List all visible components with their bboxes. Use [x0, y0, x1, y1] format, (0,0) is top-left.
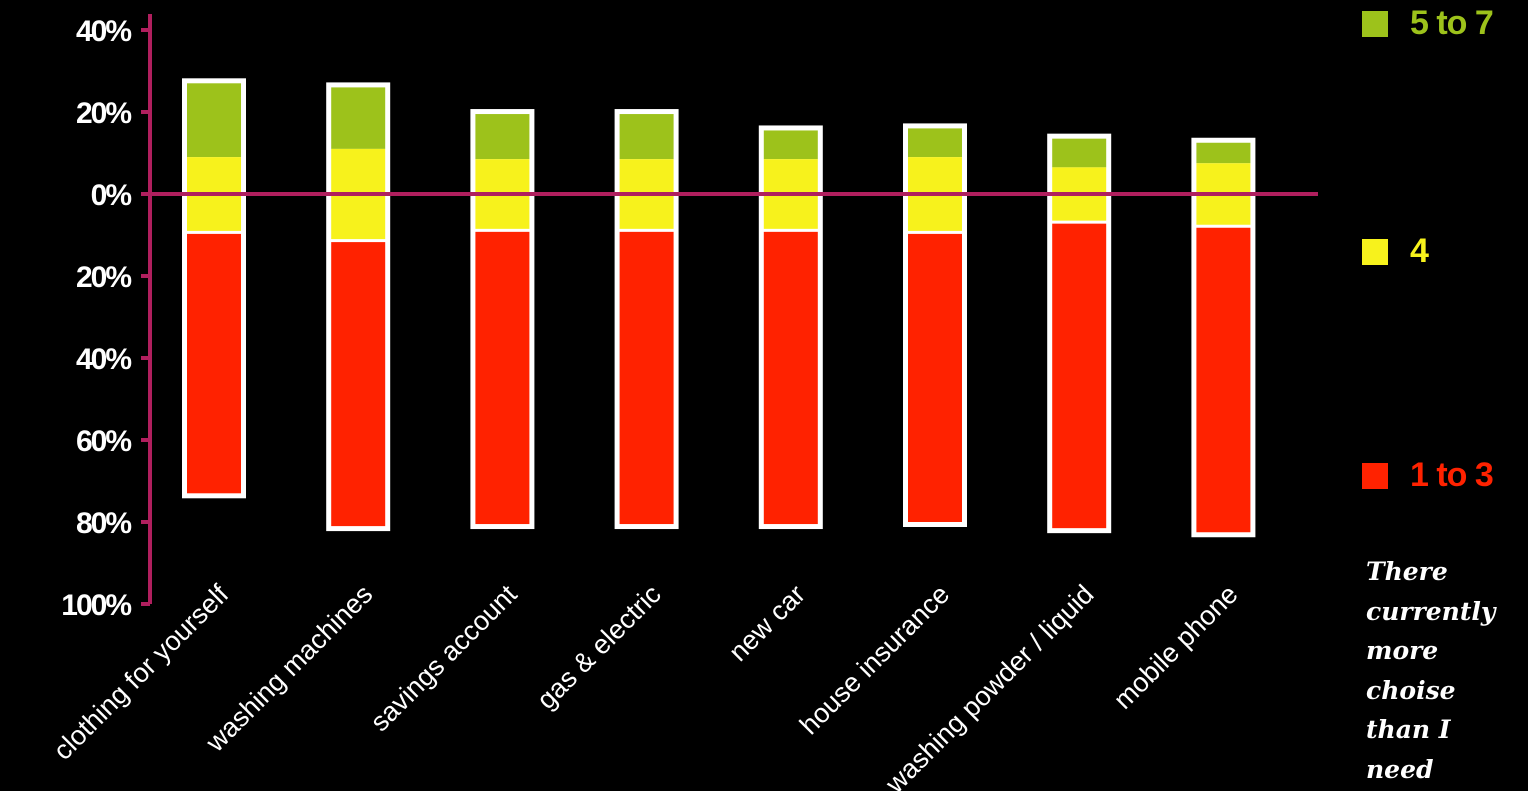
category-label: new car	[723, 579, 811, 667]
category-label: gas & electric	[531, 579, 667, 715]
bar-segment-1-to-3	[1196, 227, 1251, 533]
y-tick-label: 60%	[76, 425, 131, 458]
bar-segment-1-to-3	[908, 233, 962, 522]
legend-item-5-to-7: 5 to 7	[1362, 4, 1522, 43]
bar-segment-1-to-3	[619, 231, 674, 525]
legend-label-5-to-7: 5 to 7	[1410, 4, 1494, 42]
bar-segment-5-to-7	[763, 130, 818, 160]
bar-segment-1-to-3	[187, 233, 241, 494]
legend-swatch-4	[1362, 238, 1388, 265]
chart-annotation: There currently more choise than I need	[1366, 557, 1496, 784]
y-tick-label: 0%	[91, 179, 132, 212]
legend-item-4: 4	[1362, 232, 1522, 271]
bar-segment-5-to-7	[331, 87, 386, 149]
y-tick-label: 20%	[76, 97, 131, 130]
legend-swatch-1-to-3	[1362, 462, 1388, 489]
bar-segment-5-to-7	[619, 114, 674, 160]
y-tick-label: 20%	[76, 261, 131, 294]
bar-segment-5-to-7	[187, 83, 241, 158]
y-axis-group	[141, 14, 152, 606]
y-tick-label: 40%	[76, 343, 131, 376]
y-tick-label: 80%	[76, 507, 131, 540]
bar-segment-5-to-7	[475, 114, 530, 160]
bar-segment-5-to-7	[1052, 138, 1107, 168]
legend-label-1-to-3: 1 to 3	[1410, 456, 1494, 494]
y-tick-label: 100%	[61, 589, 131, 622]
category-label: savings account	[365, 579, 523, 737]
bar-segment-5-to-7	[908, 128, 962, 158]
legend-item-1-to-3: 1 to 3	[1362, 456, 1522, 495]
bar-segment-1-to-3	[763, 231, 818, 525]
y-tick-labels: 40% 20% 0% 20% 40% 60% 80% 100%	[61, 15, 133, 622]
bar-segment-1-to-3	[1052, 223, 1107, 529]
bar-segment-5-to-7	[1196, 142, 1251, 164]
category-label: mobile phone	[1108, 579, 1244, 715]
bars-group	[182, 78, 1256, 538]
category-label: house insurance	[794, 579, 955, 740]
bar-segment-1-to-3	[331, 242, 386, 527]
legend-label-4: 4	[1410, 232, 1429, 270]
bar-segment-1-to-3	[475, 231, 530, 525]
y-tick-label: 40%	[76, 15, 131, 48]
legend-swatch-5-to-7	[1362, 10, 1388, 37]
